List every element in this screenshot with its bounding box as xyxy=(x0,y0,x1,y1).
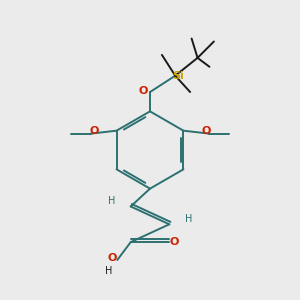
Text: Si: Si xyxy=(172,71,184,81)
Text: O: O xyxy=(107,254,117,263)
Text: H: H xyxy=(108,196,115,206)
Text: O: O xyxy=(170,237,179,247)
Text: H: H xyxy=(105,266,112,276)
Text: H: H xyxy=(185,214,192,224)
Text: O: O xyxy=(201,126,211,136)
Text: O: O xyxy=(89,126,99,136)
Text: O: O xyxy=(139,85,148,96)
